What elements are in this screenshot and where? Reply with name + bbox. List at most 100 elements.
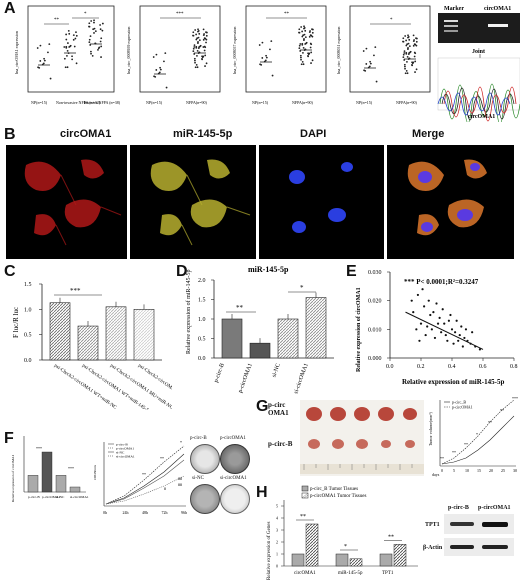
wb-row-label: β-Actin — [423, 545, 443, 551]
chromatogram-label: circOMA1 — [468, 114, 495, 120]
scatter-point — [165, 86, 168, 89]
scatter-point — [36, 47, 39, 49]
scatter-point — [403, 63, 406, 66]
scatter-point — [154, 75, 157, 78]
bar — [291, 553, 305, 567]
sig-marker: ** — [54, 18, 60, 23]
scatter-point — [373, 54, 375, 57]
sig-marker: ## — [178, 476, 182, 481]
x-tick-label: NFPA(n=90) — [186, 100, 207, 105]
x-tick-label: NP(n=15) — [146, 100, 163, 105]
bar — [393, 544, 407, 567]
x-tick-label: NFPA(n=90) — [292, 100, 313, 105]
scatter-point — [302, 46, 305, 49]
tumor-row-label-1-line: p-circ — [268, 401, 286, 409]
scatter-point — [195, 38, 198, 41]
wb-band — [482, 522, 508, 527]
scatter-point — [426, 325, 429, 328]
scatter-point — [197, 47, 200, 50]
bar — [105, 306, 127, 361]
scatter-point — [402, 56, 405, 59]
scatter-point — [304, 43, 307, 45]
sig-marker: * — [390, 18, 393, 23]
scatter-point — [193, 44, 196, 47]
x-tick-label: 30 — [513, 468, 517, 473]
scatter-point — [405, 52, 408, 55]
panel-label-a: A — [4, 0, 16, 17]
gel-and-sequencing: Marker circOMA1 Joint circOMA1 — [437, 6, 520, 122]
x-tick-label: 0h — [103, 510, 107, 515]
wb-col-label: p-circ-B — [448, 505, 469, 511]
scatter-point — [43, 59, 46, 62]
micro-image-merge — [387, 145, 514, 259]
scatter-point — [202, 28, 205, 31]
x-tick-label: 0.8 — [510, 364, 518, 370]
colony-plate — [190, 484, 220, 514]
chart-title: miR-145-5p — [248, 265, 289, 274]
x-tick-label: 48h — [142, 510, 148, 515]
scatter-point — [300, 63, 303, 66]
scatter-point — [194, 66, 197, 69]
scatter-point — [93, 21, 95, 24]
bar — [41, 451, 53, 493]
scatter-point — [298, 31, 300, 34]
colony-plate — [220, 484, 250, 514]
scatter-point — [269, 48, 271, 51]
scatter-point — [415, 328, 418, 331]
scatter-point — [406, 60, 408, 63]
scatter-point — [408, 45, 411, 48]
panel-h-chart: Relative expression of Genes p-circ_B Tu… — [267, 485, 418, 580]
scatter-point — [461, 345, 464, 348]
scatter-point — [413, 39, 416, 41]
scatter-point — [261, 57, 264, 59]
panel-g-growth: Tumor volume(mm³) p-circ_Bp-circOMA1 ***… — [428, 396, 518, 477]
scatter-point — [302, 34, 305, 37]
chromatogram — [437, 57, 520, 111]
scatter-point — [452, 342, 455, 345]
scatter-point — [75, 62, 78, 65]
scatter-point — [405, 39, 408, 42]
wb-row-label: TPT1 — [425, 522, 440, 528]
y-tick-label: 0.0 — [198, 356, 206, 362]
scatter-point — [192, 31, 195, 34]
scatter-point — [403, 52, 406, 54]
scatter-point — [38, 66, 41, 69]
y-ticks: 0.0 0.5 1.0 1.5 — [24, 282, 42, 364]
scatter-point — [204, 46, 207, 49]
y-tick-label: 1.5 — [198, 298, 206, 304]
scatter-point — [298, 28, 301, 31]
scatter-point — [194, 61, 196, 64]
scatter-point — [298, 47, 301, 50]
x-tick-label: 0.2 — [417, 364, 425, 370]
micro-label-merge: Merge — [412, 128, 445, 140]
scatter-point — [407, 34, 409, 37]
scatter-point — [309, 34, 312, 37]
plot-frame — [27, 5, 115, 93]
scatter-point — [414, 60, 417, 63]
x-tick-label: p-circOMA1 — [42, 495, 60, 499]
scatter-point — [310, 51, 313, 54]
scatter-point — [406, 55, 409, 58]
x-tick-label: Non-invasive NFPA (n=32) — [56, 100, 101, 105]
scatter-point — [433, 336, 437, 340]
scatter-point — [369, 60, 371, 63]
scatter-point — [311, 35, 314, 38]
x-tick-label: si-circOMA1 — [293, 363, 310, 395]
y-axis-label: hsa_circOMA1 expression — [14, 31, 19, 74]
y-axis-label: Relative expression of circOMA1 — [356, 287, 362, 372]
scatter-point — [152, 56, 155, 58]
scatter-point — [304, 36, 307, 39]
scatter-point — [68, 46, 71, 48]
scatter-point — [299, 43, 302, 45]
scatter-point — [99, 28, 102, 31]
scatter-point — [301, 30, 304, 33]
scatter-point — [74, 37, 77, 40]
y-tick-label: 0.010 — [368, 327, 382, 333]
scatter-point — [265, 54, 267, 57]
scatter-point — [478, 348, 481, 351]
bar — [305, 297, 327, 359]
scatter-point — [304, 29, 307, 32]
gel-band — [488, 24, 508, 27]
scatter-point — [301, 60, 304, 63]
